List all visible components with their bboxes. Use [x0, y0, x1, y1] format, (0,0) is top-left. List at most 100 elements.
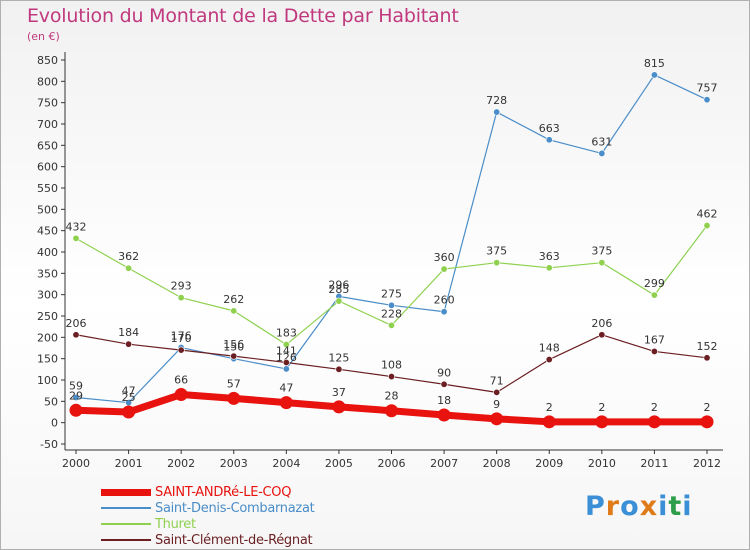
data-label: 432: [66, 220, 87, 233]
data-label: 47: [279, 382, 293, 395]
proxiti-logo: Proxiti: [585, 491, 693, 522]
data-point: [700, 415, 714, 429]
data-point: [335, 297, 343, 305]
chart-unit-label: (en €): [27, 30, 60, 43]
data-point: [335, 365, 343, 373]
data-point: [174, 388, 188, 402]
chart-title: Evolution du Montant de la Dette par Hab…: [27, 5, 459, 27]
data-label: 360: [434, 251, 455, 264]
y-tick-label: 300: [37, 289, 58, 302]
chart-legend: SAINT-ANDRé-LE-COQ Saint-Denis-Combarnaza…: [101, 484, 315, 548]
data-label: 18: [437, 394, 451, 407]
legend-swatch: [101, 507, 151, 509]
legend-item: Saint-Denis-Combarnazat: [101, 500, 315, 516]
data-point: [493, 259, 501, 267]
x-tick-label: 2004: [272, 457, 300, 470]
y-tick-label: 150: [37, 353, 58, 366]
data-label: 815: [644, 57, 665, 70]
data-label: 2: [651, 401, 658, 414]
data-label: 176: [171, 330, 192, 343]
x-tick-label: 2009: [535, 457, 563, 470]
data-point: [69, 403, 83, 417]
data-label: 37: [332, 386, 346, 399]
data-label: 262: [223, 293, 244, 306]
y-tick-label: 850: [37, 54, 58, 67]
data-label: 375: [591, 245, 612, 258]
data-point: [542, 415, 556, 429]
data-label: 66: [174, 374, 188, 387]
x-tick-label: 2012: [693, 457, 721, 470]
data-point: [598, 149, 606, 157]
data-label: 2: [546, 401, 553, 414]
data-label: 184: [118, 326, 139, 339]
data-point: [650, 291, 658, 299]
data-point: [72, 393, 80, 401]
legend-item: Thuret: [101, 516, 314, 532]
data-point: [598, 331, 606, 339]
data-point: [385, 404, 398, 418]
data-point: [72, 331, 80, 339]
x-tick-label: 2010: [588, 457, 616, 470]
data-label: 141: [276, 345, 297, 358]
data-point: [595, 415, 609, 429]
data-label: 9: [493, 398, 500, 411]
data-label: 293: [171, 280, 192, 293]
legend-item: Saint-Clément-de-Régnat: [101, 532, 314, 548]
data-label: 170: [171, 332, 192, 345]
data-point: [122, 405, 136, 419]
data-label: 285: [328, 283, 349, 296]
y-tick-label: 450: [37, 225, 58, 238]
legend-swatch: [101, 523, 151, 525]
data-label: 59: [69, 379, 83, 392]
data-point: [177, 346, 185, 354]
logo-letter: o: [620, 491, 640, 522]
data-label: 206: [591, 317, 612, 330]
data-point: [125, 264, 133, 272]
data-point: [545, 264, 553, 272]
logo-letter: P: [585, 491, 606, 522]
data-label: 375: [486, 245, 507, 258]
series-line-1: [75, 74, 708, 404]
data-point: [282, 341, 290, 349]
logo-letter: x: [639, 491, 659, 522]
data-label: 29: [69, 389, 83, 402]
data-point: [703, 354, 711, 362]
y-tick-label: 800: [37, 75, 58, 88]
x-tick-label: 2011: [640, 457, 668, 470]
data-label: 90: [437, 366, 451, 379]
data-point: [493, 388, 501, 396]
legend-swatch: [101, 539, 151, 541]
data-point: [647, 415, 661, 429]
y-tick-label: 250: [37, 310, 58, 323]
data-point: [387, 301, 395, 309]
data-point: [125, 340, 133, 348]
data-label: 228: [381, 307, 402, 320]
data-point: [440, 308, 448, 316]
y-tick-label: 350: [37, 267, 58, 280]
data-point: [545, 356, 553, 364]
data-label: 148: [539, 342, 560, 355]
data-point: [490, 412, 504, 426]
data-point: [437, 408, 451, 422]
x-tick-label: 2008: [483, 457, 511, 470]
data-point: [493, 108, 501, 116]
data-label: 108: [381, 359, 402, 372]
data-point: [650, 71, 658, 79]
data-label: 152: [697, 340, 718, 353]
data-label: 728: [486, 94, 507, 107]
data-point: [282, 365, 290, 373]
data-point: [703, 222, 711, 230]
x-tick-label: 2002: [167, 457, 195, 470]
data-label: 126: [276, 351, 297, 364]
y-tick-label: 650: [37, 139, 58, 152]
data-label: 757: [697, 82, 718, 95]
data-point: [440, 380, 448, 388]
data-label: 462: [697, 208, 718, 221]
data-point: [332, 400, 346, 414]
data-label: 125: [328, 351, 349, 364]
data-point: [177, 294, 185, 302]
data-label: 2: [598, 401, 605, 414]
data-label: 206: [66, 317, 87, 330]
data-label: 2: [704, 401, 711, 414]
